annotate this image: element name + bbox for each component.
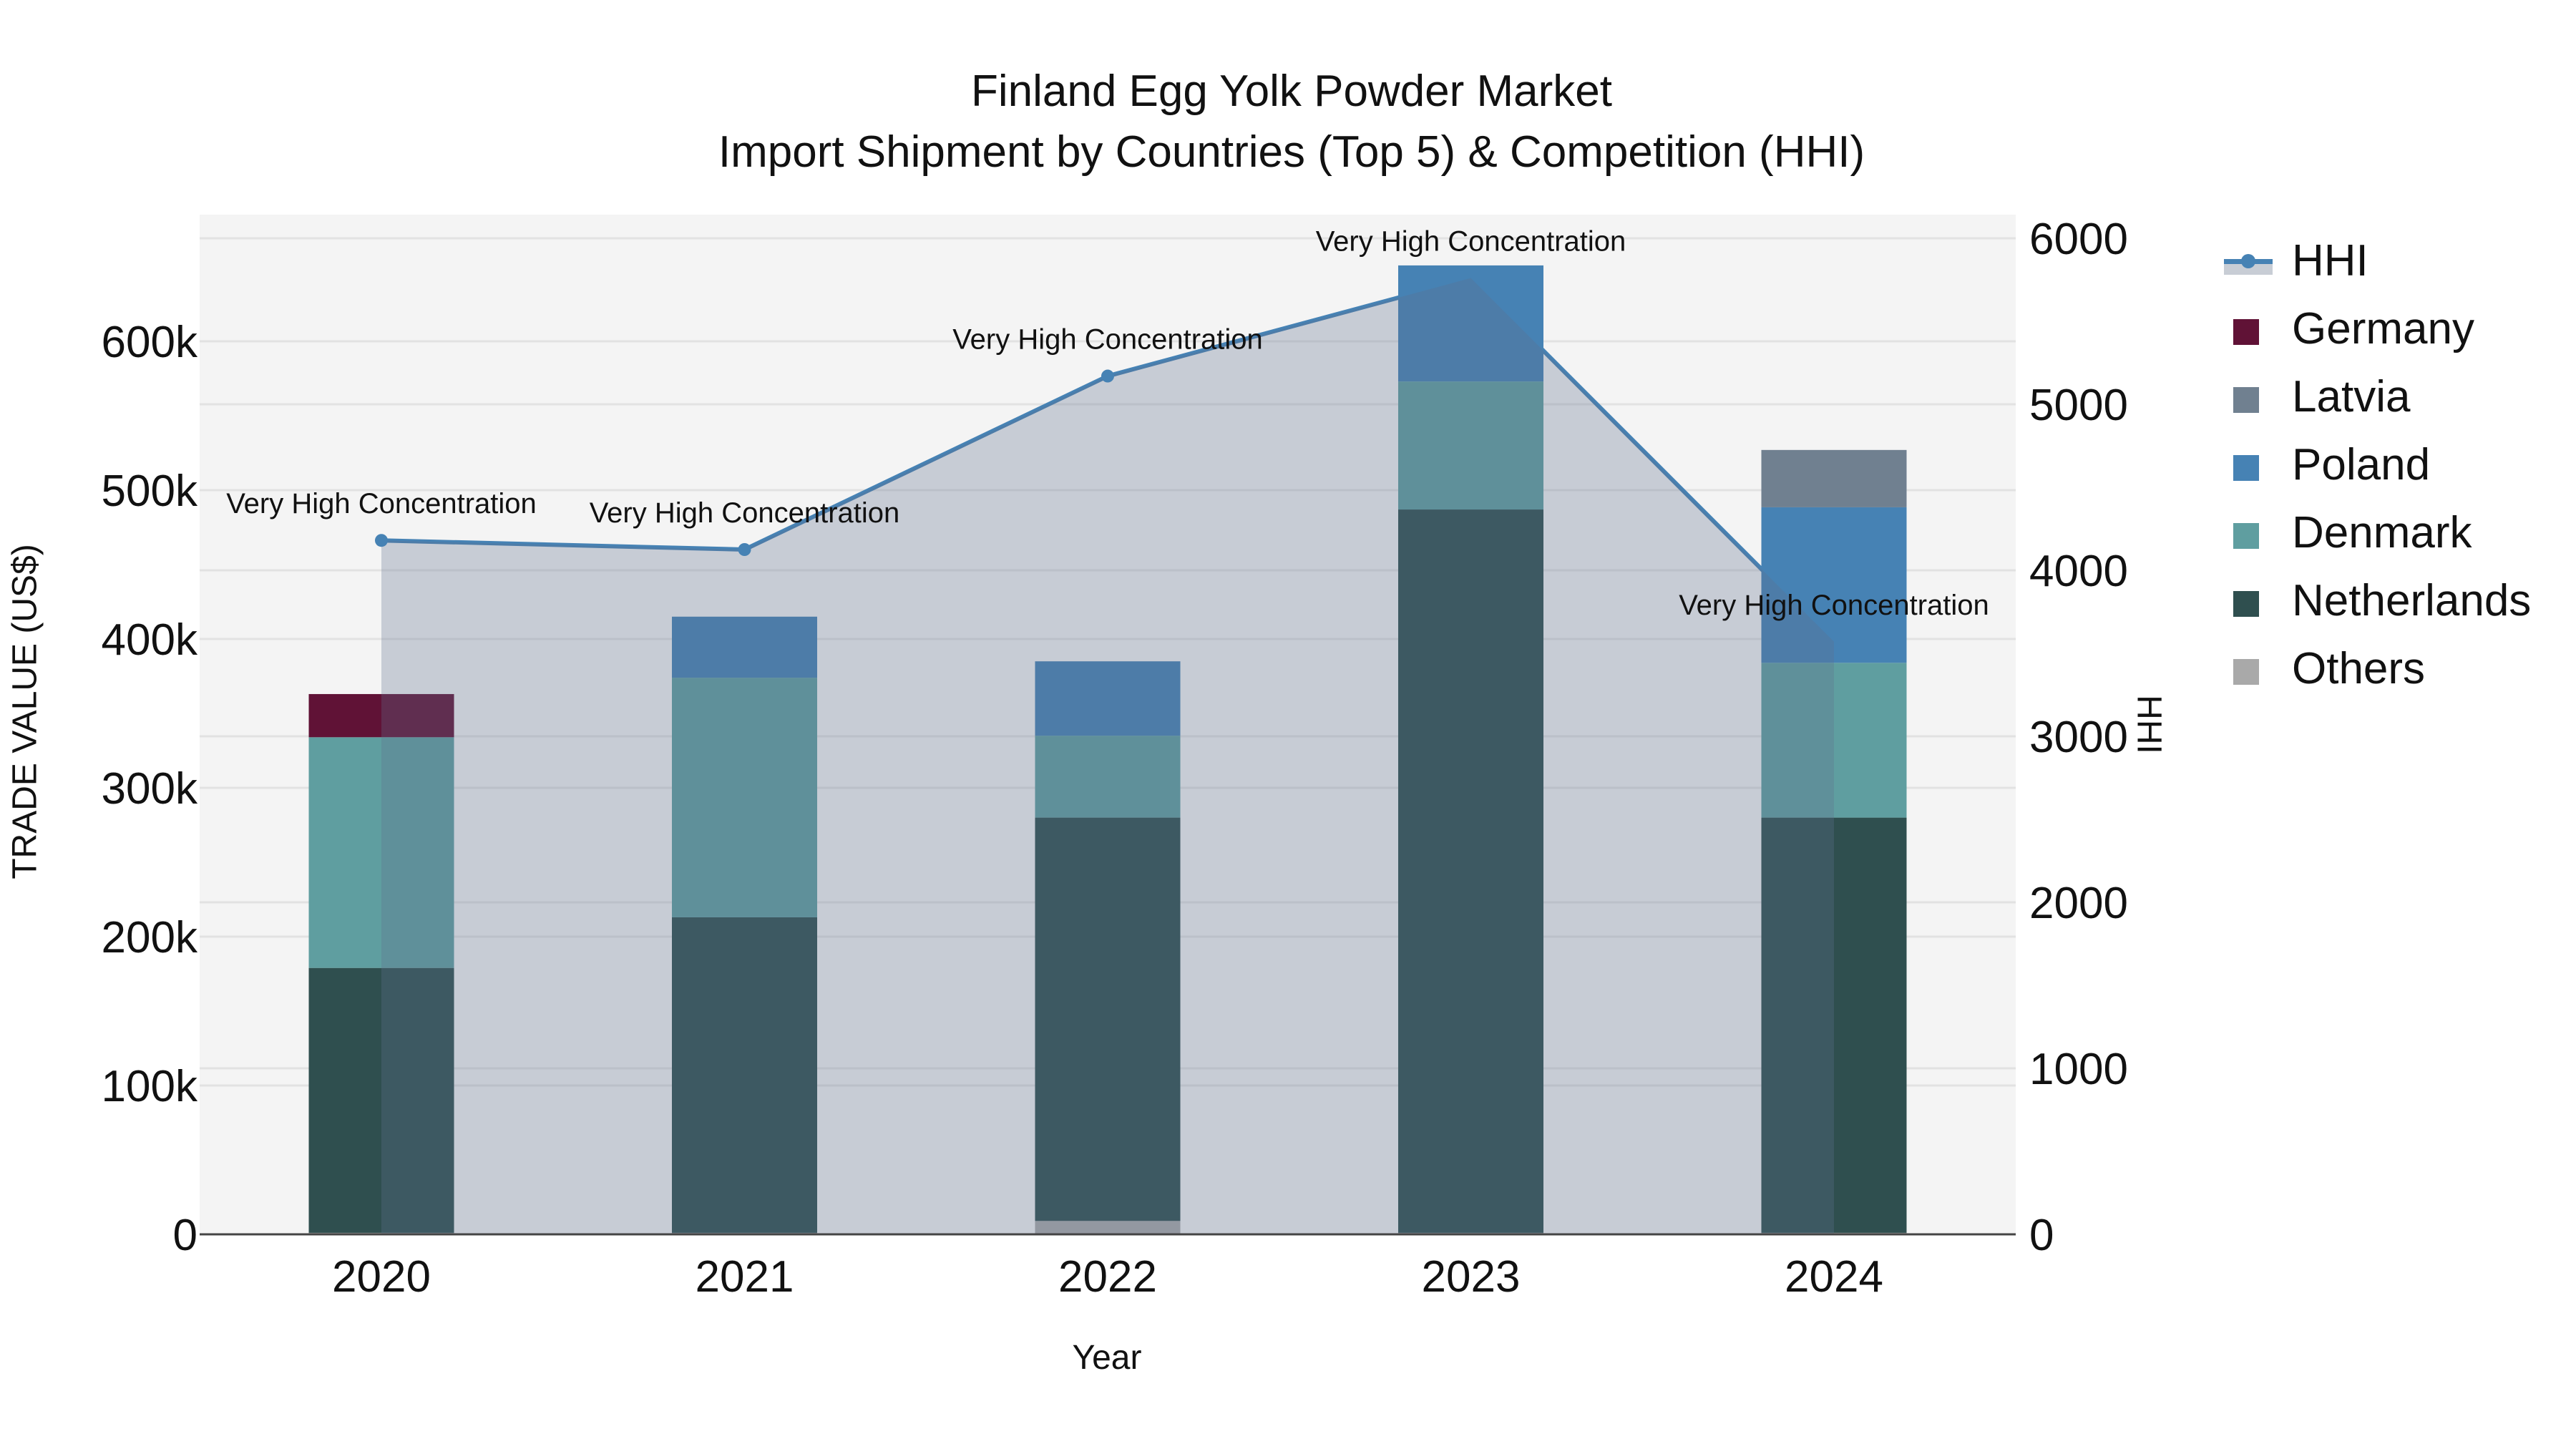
others-swatch-icon bbox=[2233, 659, 2259, 685]
stacked-bars bbox=[308, 265, 1907, 1234]
y-tick-label: 200k bbox=[102, 913, 198, 962]
bar-segment-others-2022[interactable] bbox=[1035, 1221, 1181, 1234]
bar-segment-netherlands-2023[interactable] bbox=[1398, 509, 1543, 1233]
y2-tick-label: 5000 bbox=[2029, 381, 2128, 430]
legend-label: Latvia bbox=[2292, 372, 2411, 421]
x-axis-ticks: 2020 2021 2022 2023 2024 bbox=[332, 1252, 1883, 1302]
hhi-marker-icon[interactable] bbox=[738, 543, 751, 556]
legend-label: Others bbox=[2292, 644, 2426, 693]
bar-segment-denmark-2022[interactable] bbox=[1035, 736, 1181, 818]
y-tick-label: 400k bbox=[102, 615, 198, 665]
x-tick-label: 2023 bbox=[1422, 1252, 1521, 1302]
bar-segment-latvia-2024[interactable] bbox=[1761, 449, 1907, 507]
hhi-annotation: Very High Concentration bbox=[1316, 226, 1626, 258]
legend-label: Germany bbox=[2292, 304, 2474, 353]
y2-tick-label: 4000 bbox=[2029, 547, 2128, 596]
netherlands-swatch-icon bbox=[2233, 591, 2259, 617]
poland-swatch-icon bbox=[2233, 455, 2259, 481]
hhi-annotation: Very High Concentration bbox=[226, 488, 537, 519]
hhi-markers bbox=[375, 369, 1114, 556]
bar-segment-poland-2021[interactable] bbox=[672, 616, 817, 678]
y2-tick-label: 3000 bbox=[2029, 713, 2128, 762]
bar-segment-netherlands-2024[interactable] bbox=[1761, 817, 1907, 1233]
y2-tick-label: 1000 bbox=[2029, 1045, 2128, 1094]
legend-label: Netherlands bbox=[2292, 576, 2532, 625]
y-axis-left-ticks: 0 100k 200k 300k 400k 500k 600k bbox=[102, 318, 198, 1260]
x-tick-label: 2021 bbox=[696, 1252, 794, 1302]
bar-segment-poland-2022[interactable] bbox=[1035, 661, 1181, 736]
y-tick-label: 300k bbox=[102, 764, 198, 814]
bar-segment-denmark-2020[interactable] bbox=[308, 737, 454, 968]
latvia-swatch-icon bbox=[2233, 387, 2259, 413]
y2-tick-label: 0 bbox=[2029, 1211, 2054, 1260]
hhi-annotation: Very High Concentration bbox=[590, 497, 900, 529]
chart-title-line-1: Finland Egg Yolk Powder Market bbox=[970, 67, 1613, 116]
y2-tick-label: 2000 bbox=[2029, 879, 2128, 928]
x-tick-label: 2022 bbox=[1058, 1252, 1157, 1302]
bar-segment-netherlands-2020[interactable] bbox=[308, 967, 454, 1233]
bar-segment-poland-2024[interactable] bbox=[1761, 507, 1907, 663]
legend-label: Poland bbox=[2292, 440, 2431, 489]
y-axis-right-ticks: 0 1000 2000 3000 4000 5000 6000 bbox=[2029, 215, 2128, 1260]
bar-segment-poland-2023[interactable] bbox=[1398, 265, 1543, 382]
hhi-annotation: Very High Concentration bbox=[952, 324, 1263, 356]
y-tick-label: 600k bbox=[102, 318, 198, 367]
bar-segment-denmark-2021[interactable] bbox=[672, 678, 817, 917]
x-tick-label: 2024 bbox=[1785, 1252, 1883, 1302]
legend-label: HHI bbox=[2292, 236, 2368, 286]
y-tick-label: 100k bbox=[102, 1062, 198, 1111]
bar-segment-germany-2020[interactable] bbox=[308, 693, 454, 738]
hhi-fill-swatch-icon bbox=[2224, 264, 2273, 275]
bar-segment-denmark-2023[interactable] bbox=[1398, 381, 1543, 510]
hhi-marker-icon[interactable] bbox=[375, 534, 388, 547]
y-axis-right-title: HHI bbox=[2129, 695, 2168, 754]
bar-segment-netherlands-2021[interactable] bbox=[672, 917, 817, 1233]
bar-segment-netherlands-2022[interactable] bbox=[1035, 817, 1181, 1221]
chart-title-line-2: Import Shipment by Countries (Top 5) & C… bbox=[718, 127, 1865, 177]
y-tick-label: 500k bbox=[102, 467, 198, 516]
hhi-marker-icon bbox=[2241, 254, 2255, 268]
hhi-area bbox=[381, 278, 1834, 1235]
legend-label: Denmark bbox=[2292, 508, 2472, 557]
hhi-marker-icon[interactable] bbox=[1101, 369, 1114, 383]
y2-tick-label: 6000 bbox=[2029, 215, 2128, 264]
bar-segment-denmark-2024[interactable] bbox=[1761, 663, 1907, 818]
x-tick-label: 2020 bbox=[332, 1252, 431, 1302]
hhi-area-fill bbox=[381, 278, 1834, 1235]
denmark-swatch-icon bbox=[2233, 523, 2259, 549]
germany-swatch-icon bbox=[2233, 319, 2259, 345]
y-axis-left-title: TRADE VALUE (US$) bbox=[6, 544, 44, 879]
hhi-annotations: Very High Concentration Very High Concent… bbox=[226, 226, 1989, 621]
x-axis-title: Year bbox=[1072, 1339, 1142, 1377]
y-tick-label: 0 bbox=[173, 1211, 197, 1260]
hhi-annotation: Very High Concentration bbox=[1679, 590, 1989, 621]
